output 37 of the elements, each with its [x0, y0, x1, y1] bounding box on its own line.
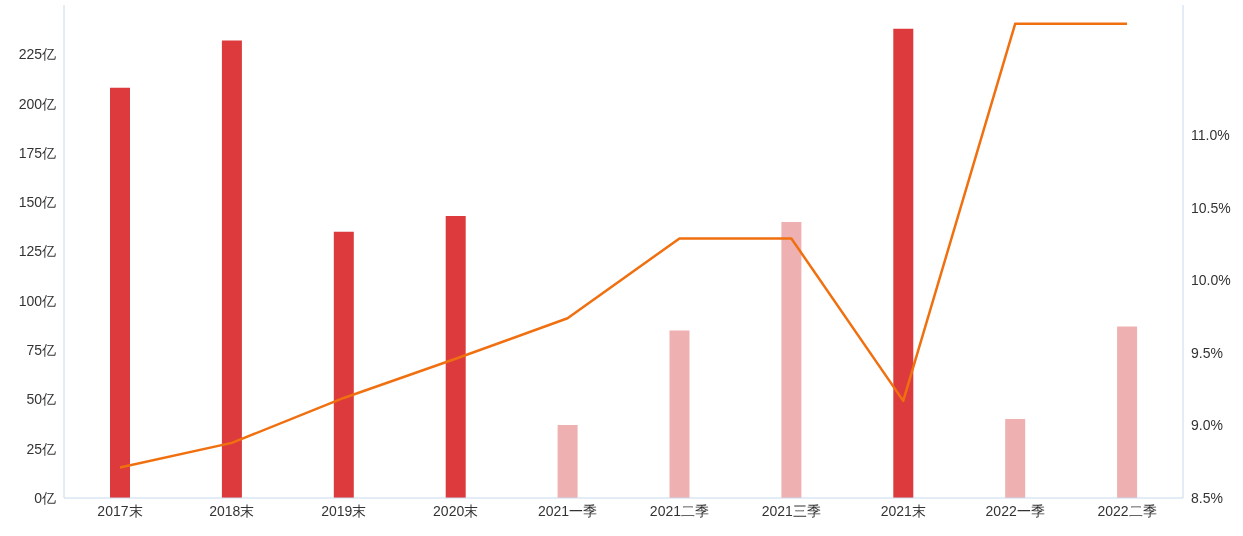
bar [1005, 419, 1026, 498]
bar [110, 87, 130, 498]
y-tick-label: 75亿 [26, 342, 56, 359]
x-tick-label: 2021二季 [649, 502, 710, 519]
x-tick-label: 2021一季 [537, 502, 598, 519]
bar [557, 425, 578, 498]
y2-tick-label: 10.0% [1191, 272, 1231, 289]
x-tick-label: 2022二季 [1097, 502, 1157, 519]
bar [893, 28, 914, 498]
x-tick-label: 2019末 [321, 502, 367, 519]
x-tick-label: 2017末 [97, 502, 143, 519]
y-tick-label: 25亿 [26, 440, 56, 457]
x-tick-label: 2021末 [880, 502, 926, 519]
y-tick-label: 225亿 [18, 46, 56, 63]
y2-tick-label: 9.5% [1191, 344, 1223, 361]
x-tick-label: 2022一季 [985, 502, 1045, 519]
y2-tick-label: 9.0% [1191, 417, 1223, 434]
y-tick-label: 175亿 [18, 144, 56, 161]
bar [445, 216, 466, 498]
y-tick-label: 0亿 [34, 489, 56, 506]
bar [1117, 326, 1138, 498]
x-tick-label: 2018末 [209, 502, 255, 519]
y-tick-label: 200亿 [18, 95, 56, 112]
y-tick-label: 125亿 [18, 243, 56, 260]
x-tick-label: 2020末 [433, 502, 479, 519]
bar [669, 330, 690, 498]
y2-tick-label: 10.5% [1191, 199, 1231, 216]
y-tick-label: 100亿 [18, 292, 56, 309]
y-tick-label: 50亿 [26, 391, 56, 408]
bar [781, 221, 802, 498]
y-tick-label: 150亿 [18, 194, 56, 211]
line-series [118, 22, 1129, 469]
y2-tick-label: 8.5% [1191, 489, 1223, 506]
bar [221, 40, 242, 498]
x-tick-label: 2021三季 [761, 502, 821, 519]
y2-tick-label: 11.0% [1191, 127, 1230, 144]
bar [333, 231, 354, 498]
